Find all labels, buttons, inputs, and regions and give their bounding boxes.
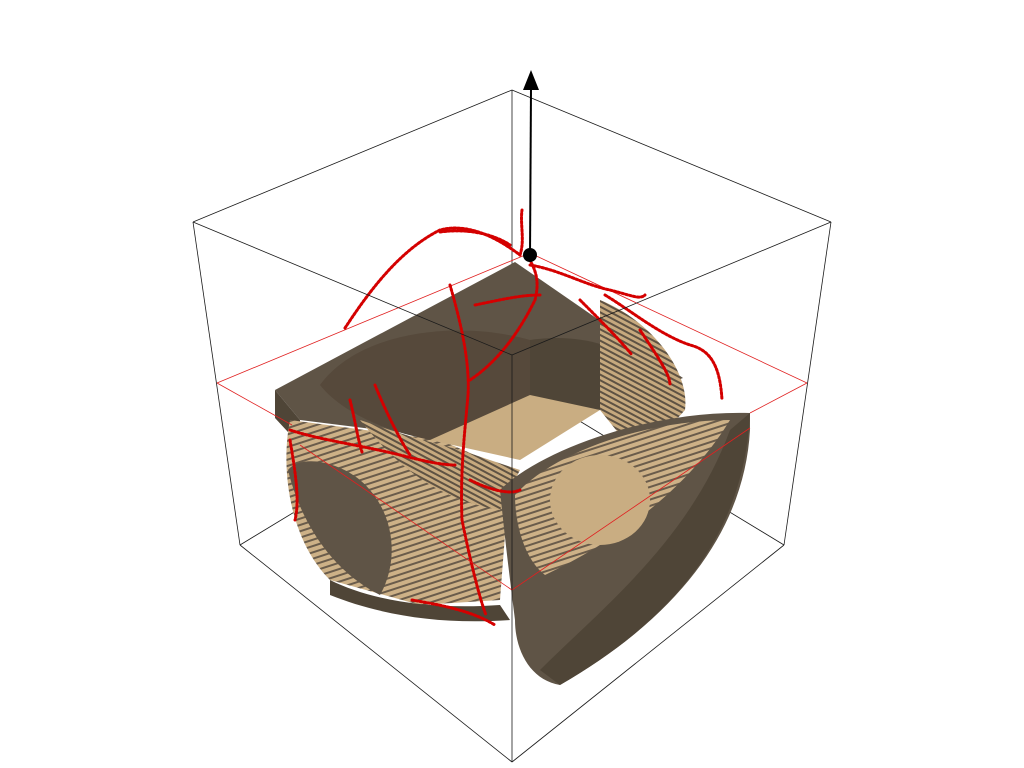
axis-shaft (529, 87, 532, 256)
voxel-body (275, 262, 750, 685)
red-point-tracks (288, 208, 724, 627)
up-arrow-icon[interactable] (523, 70, 539, 90)
axis-arrow-widget[interactable] (523, 70, 539, 262)
pivot-point-icon[interactable] (523, 248, 537, 262)
bounding-box-front (192, 221, 832, 763)
